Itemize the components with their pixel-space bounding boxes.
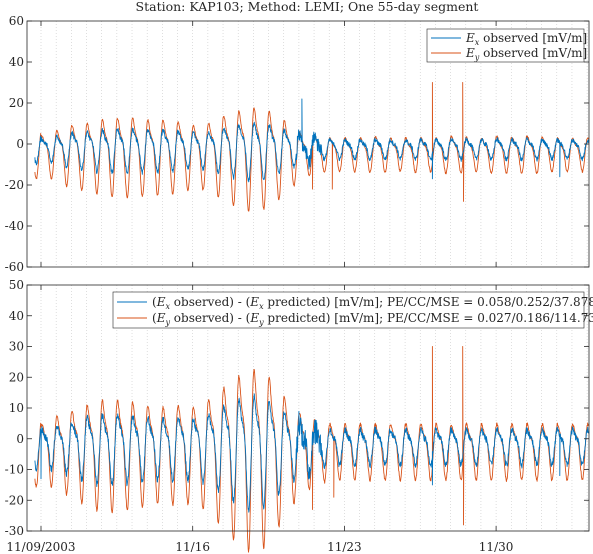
bottom-y-ticks: -30 -20 -10 0 10 20 30 40 50 bbox=[5, 278, 589, 538]
top-y-tick-label: -40 bbox=[5, 219, 24, 233]
bottom-y-tick-label: 40 bbox=[9, 309, 24, 323]
bottom-y-tick-label: 0 bbox=[16, 432, 24, 446]
x-tick-label: 11/09/2003 bbox=[6, 540, 75, 554]
x-tick-labels: 11/09/2003 11/16 11/23 11/30 bbox=[6, 540, 513, 554]
top-legend-label-ex: Ex observed [mV/m] bbox=[465, 31, 587, 47]
bottom-legend-box bbox=[112, 291, 585, 329]
top-series-ex-line bbox=[34, 98, 590, 183]
bottom-y-tick-label: 30 bbox=[9, 340, 24, 354]
top-legend: Ex observed [mV/m] Ey observed [mV/m] bbox=[426, 28, 587, 63]
bottom-y-tick-label: -30 bbox=[5, 524, 24, 538]
top-y-ticks: -60 -40 -20 0 20 40 60 bbox=[5, 14, 589, 274]
bottom-legend: (Ex observed) - (Ex predicted) [mV/m]; P… bbox=[112, 291, 593, 329]
bottom-series-ex-line bbox=[34, 393, 590, 513]
top-legend-box bbox=[426, 28, 585, 63]
bottom-x-ticks bbox=[40, 285, 497, 531]
top-x-ticks bbox=[40, 21, 497, 267]
top-panel: -60 -40 -20 0 20 40 60 Ex observed [mV/m] Ey o… bbox=[5, 14, 590, 274]
chart-title: Station: KAP103; Method: LEMI; One 55-da… bbox=[136, 0, 479, 14]
top-y-tick-label: -60 bbox=[5, 260, 24, 274]
bottom-legend-label-ey: (Ey observed) - (Ey predicted) [mV/m]; P… bbox=[152, 311, 593, 327]
bottom-series bbox=[34, 346, 590, 553]
top-y-tick-label: -20 bbox=[5, 178, 24, 192]
top-grid bbox=[40, 21, 588, 267]
top-series bbox=[34, 82, 590, 212]
x-tick-label: 11/16 bbox=[175, 540, 210, 554]
bottom-panel: -30 -20 -10 0 10 20 30 40 50 (Ex observed) - (Ex… bbox=[5, 278, 593, 553]
x-tick-label: 11/30 bbox=[479, 540, 514, 554]
bottom-legend-label-ex: (Ex observed) - (Ex predicted) [mV/m]; P… bbox=[152, 295, 593, 311]
bottom-y-tick-label: -20 bbox=[5, 493, 24, 507]
top-y-tick-label: 40 bbox=[9, 55, 24, 69]
x-tick-label: 11/23 bbox=[327, 540, 362, 554]
bottom-y-tick-label: 10 bbox=[9, 401, 24, 415]
top-legend-label-ey: Ey observed [mV/m] bbox=[465, 46, 587, 62]
top-y-tick-label: 0 bbox=[16, 137, 24, 151]
bottom-y-tick-label: -10 bbox=[5, 463, 24, 477]
top-y-tick-label: 20 bbox=[9, 96, 24, 110]
bottom-y-tick-label: 50 bbox=[9, 278, 24, 292]
top-y-tick-label: 60 bbox=[9, 14, 24, 28]
bottom-y-tick-label: 20 bbox=[9, 370, 24, 384]
